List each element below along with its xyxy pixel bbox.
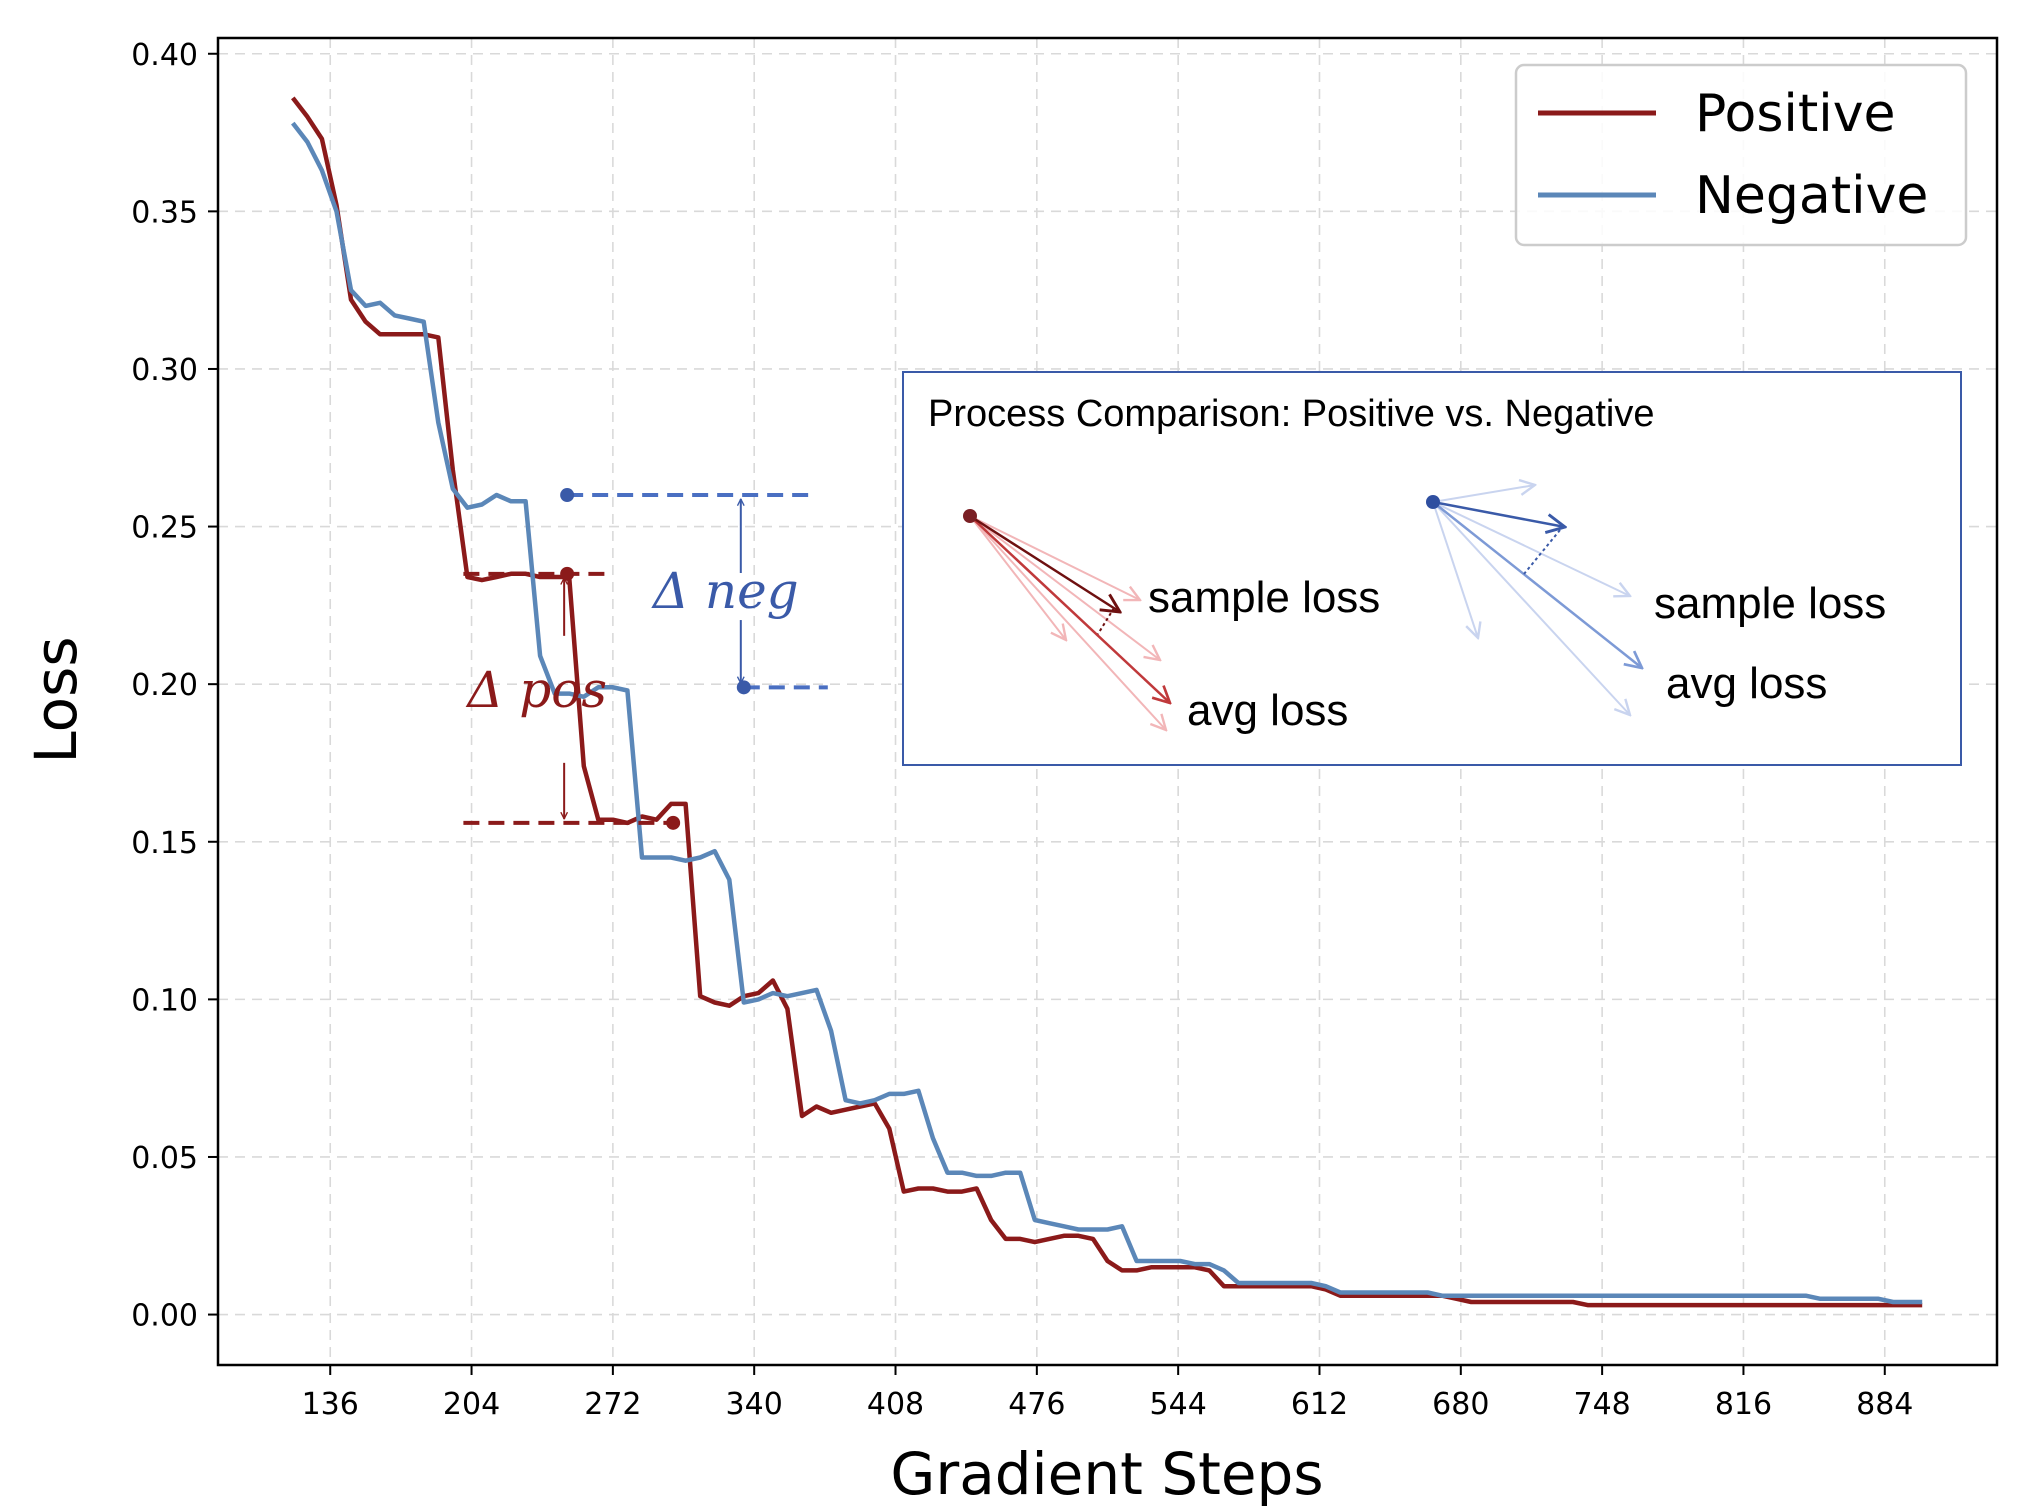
legend-label-positive: Positive xyxy=(1695,84,1895,144)
neg-origin-dot xyxy=(1426,495,1440,509)
pos-point-bottom xyxy=(666,815,681,830)
inset-positive-arrows: sample loss avg loss xyxy=(963,509,1380,735)
inset-box xyxy=(902,371,1962,766)
legend-box xyxy=(1514,63,1968,247)
y-tick-label: 0.00 xyxy=(131,1299,198,1334)
y-tick-label: 0.30 xyxy=(131,353,198,388)
y-tick-label: 0.40 xyxy=(131,38,198,73)
inset-pos-avg-label: avg loss xyxy=(1187,686,1348,735)
pos-sample-arrow-4 xyxy=(969,515,1140,600)
x-tick-label: 816 xyxy=(1715,1387,1772,1422)
x-tick-label: 544 xyxy=(1150,1387,1207,1422)
neg-sample-arrow-2 xyxy=(1432,501,1478,638)
legend-label-negative: Negative xyxy=(1695,166,1928,226)
neg-point-bottom xyxy=(736,680,751,695)
neg-sample-arrow-4 xyxy=(1432,501,1630,715)
x-axis-ticks: 136 204 272 340 408 476 544 612 680 748 816 884 xyxy=(302,1365,1913,1422)
neg-point-top xyxy=(560,488,575,503)
neg-sample-arrow-3 xyxy=(1432,501,1630,596)
x-tick-label: 408 xyxy=(867,1387,924,1422)
x-axis-title: Gradient Steps xyxy=(890,1440,1323,1508)
inset-title: Process Comparison: Positive vs. Negativ… xyxy=(928,393,1655,435)
x-tick-label: 748 xyxy=(1573,1387,1630,1422)
pos-avg-arrow xyxy=(969,515,1170,703)
x-tick-label: 680 xyxy=(1432,1387,1489,1422)
y-tick-label: 0.25 xyxy=(131,511,198,546)
y-axis-title: Loss xyxy=(22,636,90,763)
y-tick-label: 0.35 xyxy=(131,195,198,230)
inset-negative-arrows: sample loss avg loss xyxy=(1426,485,1886,715)
pos-sample-arrow-main xyxy=(969,514,1120,612)
inset-neg-sample-label: sample loss xyxy=(1654,579,1886,628)
x-tick-label: 612 xyxy=(1291,1387,1348,1422)
pos-sample-arrow-2 xyxy=(969,515,1160,660)
neg-sample-arrow-1 xyxy=(1432,485,1535,503)
delta-annotations: Δ neg Δ pos xyxy=(463,488,828,830)
legend: Positive Negative xyxy=(1514,63,1968,247)
delta-neg-label: Δ neg xyxy=(651,562,799,620)
neg-sample-arrow-main xyxy=(1432,500,1565,527)
y-axis-ticks: 0.00 0.05 0.10 0.15 0.20 0.25 0.30 0.35 0.40 xyxy=(131,38,218,1334)
inset-neg-avg-label: avg loss xyxy=(1666,659,1827,708)
inset-pos-sample-label: sample loss xyxy=(1148,573,1380,622)
x-tick-label: 204 xyxy=(443,1387,500,1422)
plot-frame xyxy=(216,36,1999,1367)
neg-avg-arrow xyxy=(1432,501,1642,668)
y-tick-label: 0.05 xyxy=(131,1141,198,1176)
delta-pos-label: Δ pos xyxy=(465,661,607,719)
pos-point-top xyxy=(560,566,575,581)
x-tick-label: 136 xyxy=(302,1387,359,1422)
x-tick-label: 476 xyxy=(1008,1387,1065,1422)
pos-sample-arrow-3 xyxy=(969,515,1166,730)
series-line-negative xyxy=(291,121,1923,1305)
y-tick-label: 0.20 xyxy=(131,668,198,703)
pos-sample-arrow-1 xyxy=(969,515,1066,640)
x-tick-label: 340 xyxy=(726,1387,783,1422)
pos-projection-dots xyxy=(1097,607,1115,635)
process-comparison-inset: Process Comparison: Positive vs. Negativ… xyxy=(902,371,1962,766)
x-tick-label: 884 xyxy=(1856,1387,1913,1422)
x-tick-label: 272 xyxy=(584,1387,641,1422)
y-tick-label: 0.15 xyxy=(131,826,198,861)
pos-origin-dot xyxy=(963,509,977,523)
y-tick-label: 0.10 xyxy=(131,983,198,1018)
